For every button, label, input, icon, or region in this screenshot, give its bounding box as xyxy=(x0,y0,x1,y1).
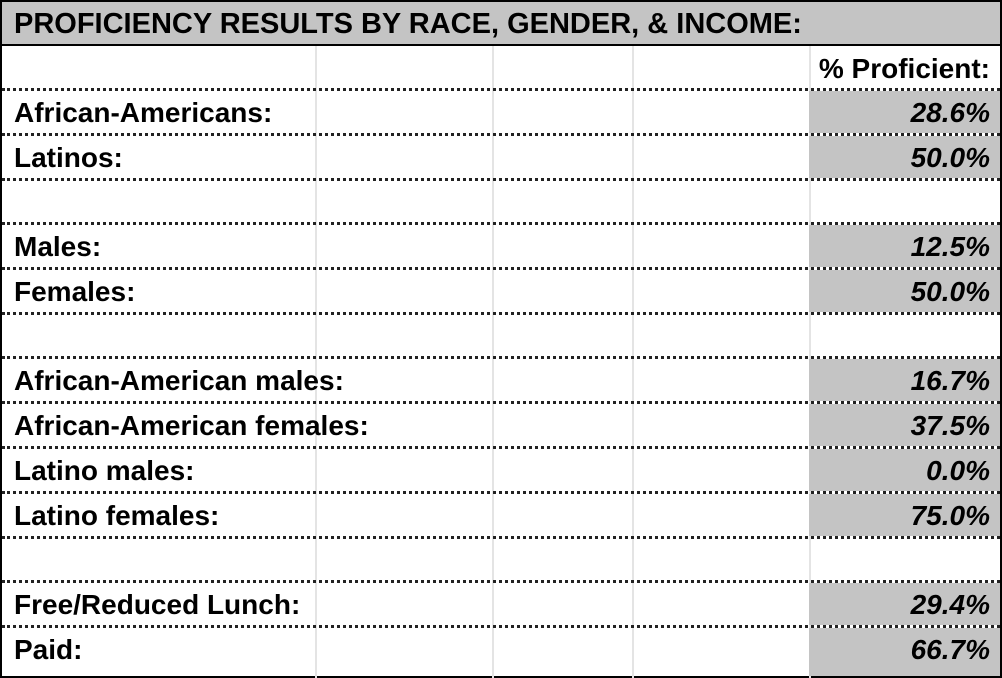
column-header-percent-proficient: % Proficient: xyxy=(818,53,990,84)
row-value: 66.7% xyxy=(910,634,990,665)
table-row: Latinos: 50.0% xyxy=(2,136,1000,181)
row-label: Latinos: xyxy=(14,142,123,173)
grid-line xyxy=(315,46,317,678)
row-label: Males: xyxy=(14,231,102,262)
value-cell-shading xyxy=(809,583,1000,625)
row-value: 37.5% xyxy=(910,410,990,441)
table-row: African-American males: 16.7% xyxy=(2,359,1000,404)
spacer-row xyxy=(2,539,1000,583)
row-label: African-Americans: xyxy=(14,97,273,128)
row-label: Latino females: xyxy=(14,500,220,531)
row-value: 75.0% xyxy=(910,500,990,531)
value-cell-shading xyxy=(809,91,1000,133)
row-label: Latino males: xyxy=(14,455,195,486)
row-value: 50.0% xyxy=(910,276,990,307)
table-row: Latino females: 75.0% xyxy=(2,494,1000,539)
spacer-row xyxy=(2,181,1000,225)
table-row: Males: 12.5% xyxy=(2,225,1000,270)
row-label: Females: xyxy=(14,276,136,307)
value-cell-shading xyxy=(809,359,1000,401)
table-row: Free/Reduced Lunch: 29.4% xyxy=(2,583,1000,628)
row-label: Paid: xyxy=(14,634,83,665)
column-header-row: % Proficient: xyxy=(2,46,1000,91)
table-row: African-Americans: 28.6% xyxy=(2,91,1000,136)
row-label: Free/Reduced Lunch: xyxy=(14,589,301,620)
value-cell-shading xyxy=(809,449,1000,491)
row-value: 12.5% xyxy=(910,231,990,262)
row-value: 0.0% xyxy=(926,455,990,486)
value-cell-shading xyxy=(809,404,1000,446)
value-cell-shading xyxy=(809,270,1000,312)
value-cell-shading xyxy=(809,136,1000,178)
value-cell-shading xyxy=(809,628,1000,676)
row-value: 50.0% xyxy=(910,142,990,173)
table-title: PROFICIENCY RESULTS BY RACE, GENDER, & I… xyxy=(14,8,802,40)
row-value: 16.7% xyxy=(910,365,990,396)
grid-line xyxy=(632,46,634,678)
value-cell-shading xyxy=(809,494,1000,536)
row-value: 28.6% xyxy=(910,97,990,128)
row-label: African-American females: xyxy=(14,410,369,441)
table-row: Paid: 66.7% xyxy=(2,628,1000,676)
value-cell-shading xyxy=(809,225,1000,267)
table-row: Females: 50.0% xyxy=(2,270,1000,315)
table-row: Latino males: 0.0% xyxy=(2,449,1000,494)
row-label: African-American males: xyxy=(14,365,344,396)
grid-line xyxy=(492,46,494,678)
table-row: African-American females: 37.5% xyxy=(2,404,1000,449)
table-title-row: PROFICIENCY RESULTS BY RACE, GENDER, & I… xyxy=(2,2,1000,46)
spacer-row xyxy=(2,315,1000,359)
row-value: 29.4% xyxy=(910,589,990,620)
